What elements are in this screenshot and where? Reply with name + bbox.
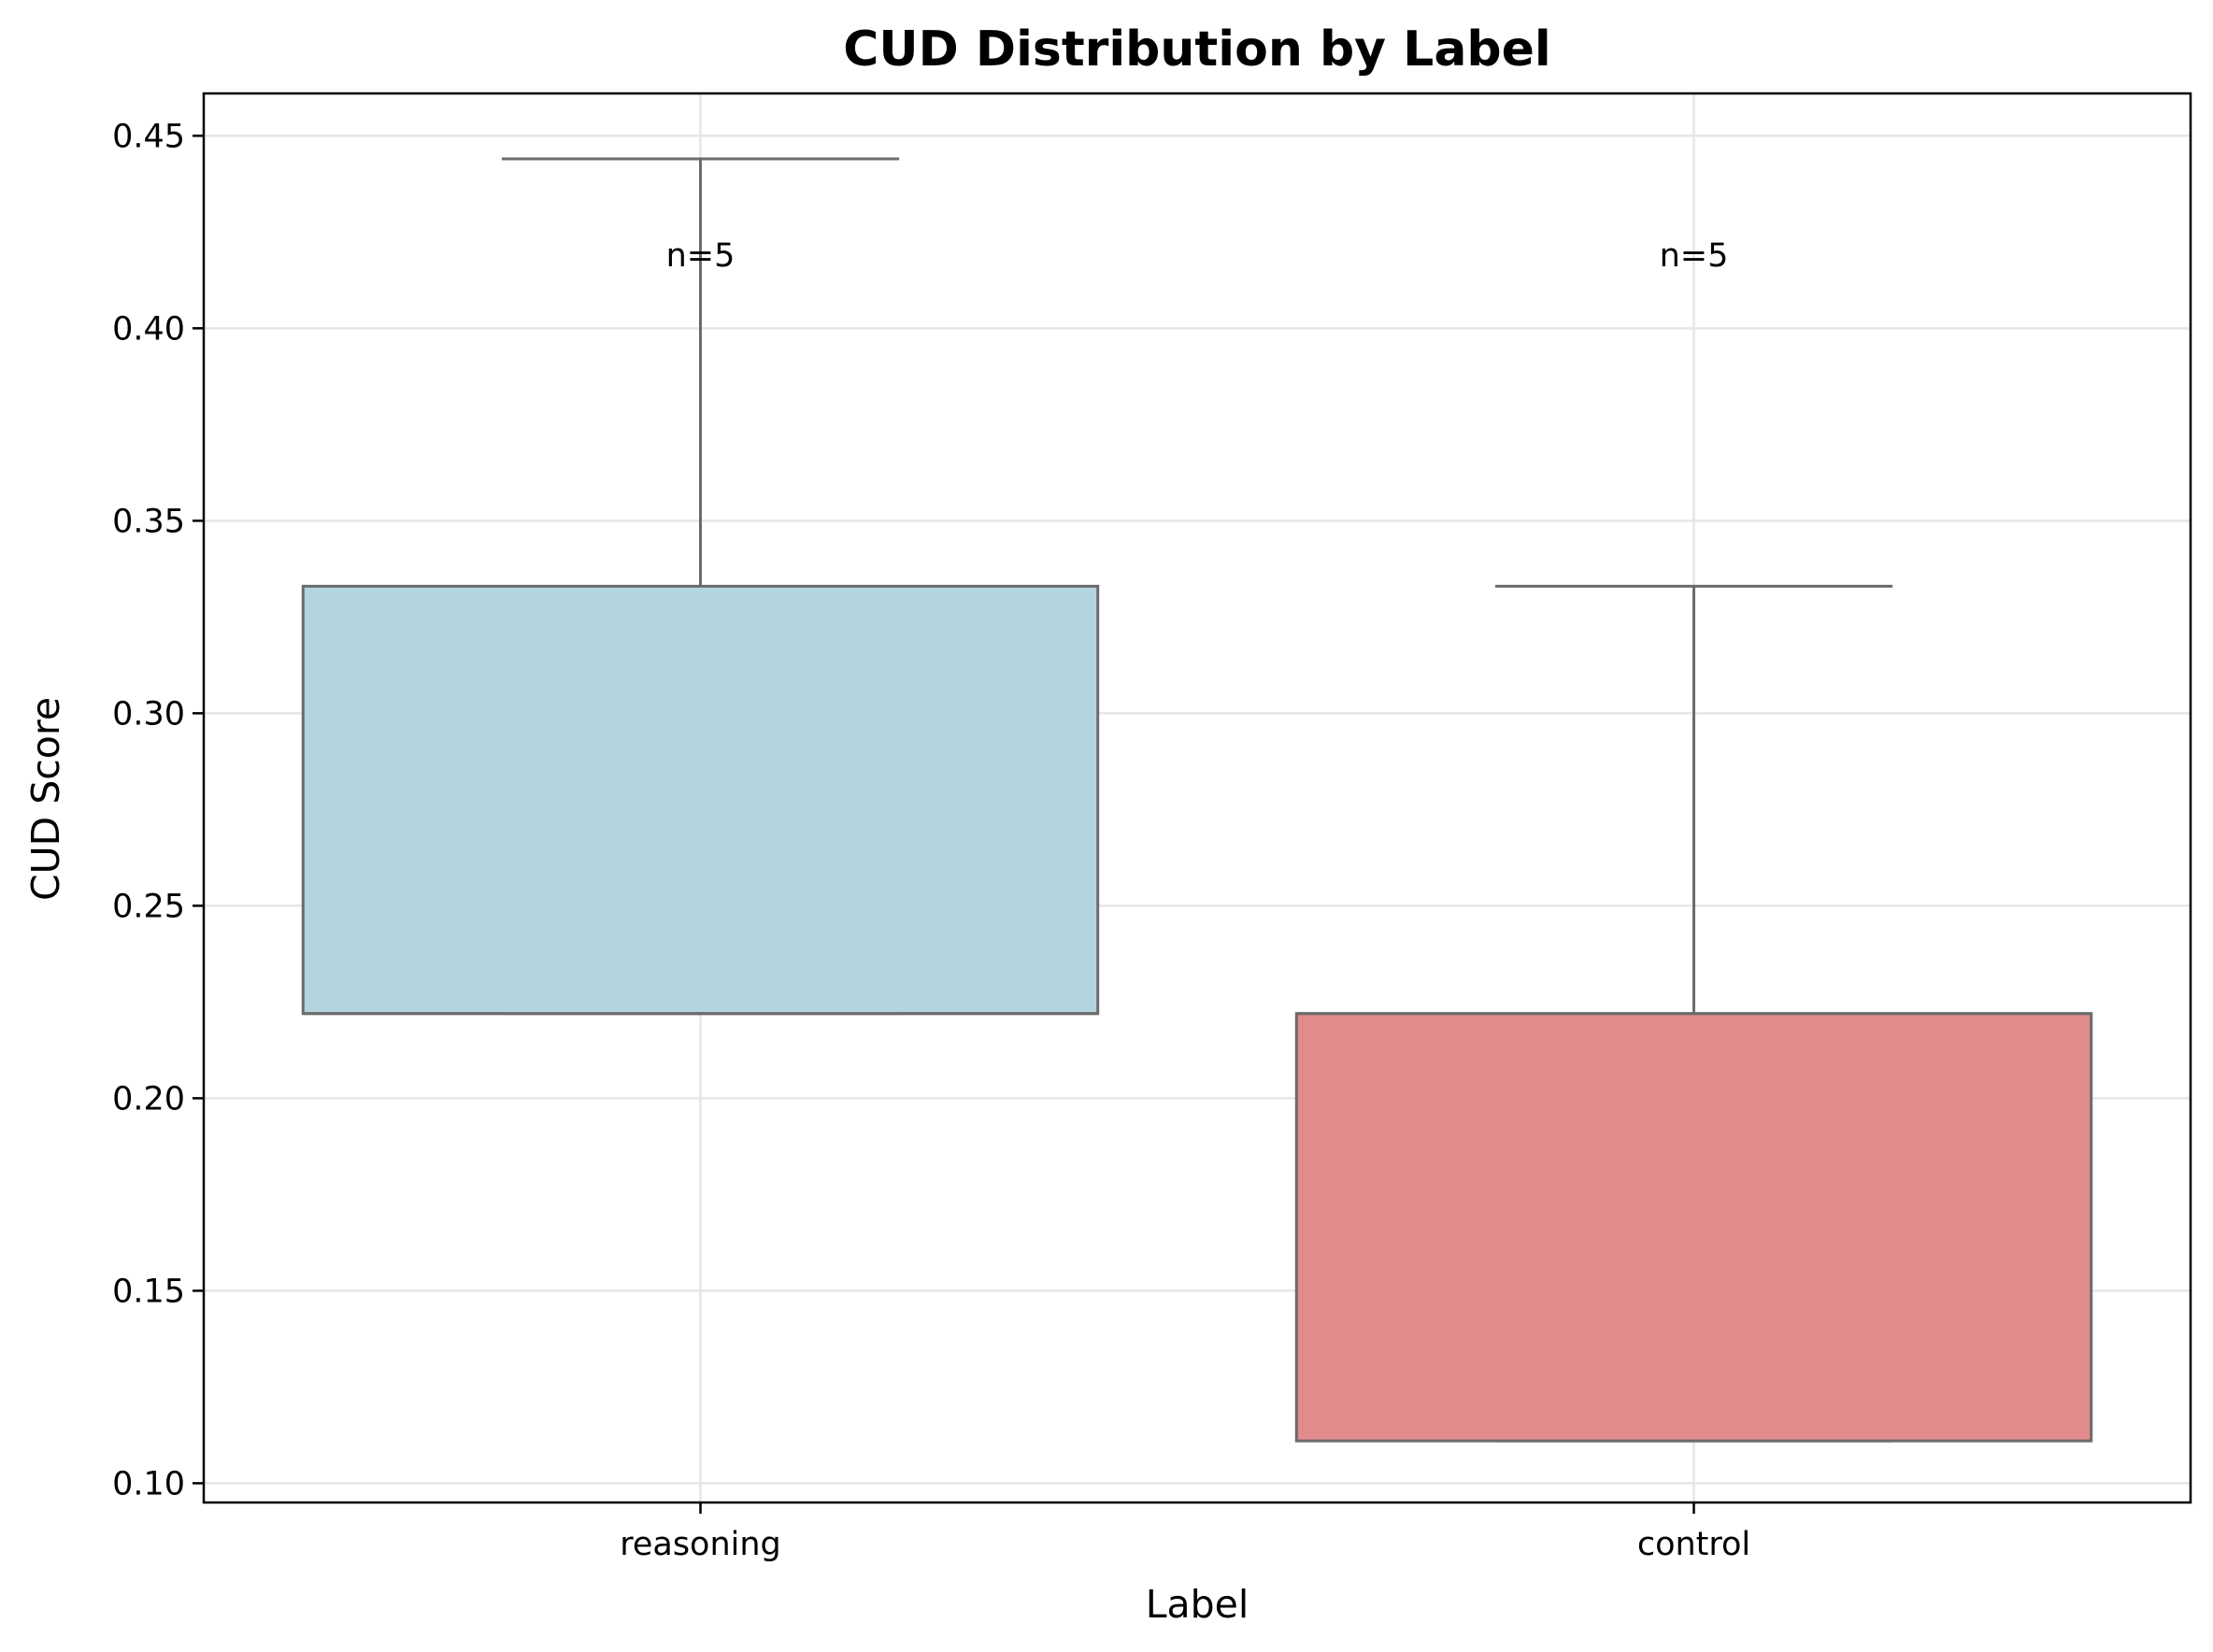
y-axis-label: CUD Score: [23, 697, 68, 901]
x-tick-label: reasoning: [620, 1526, 781, 1563]
chart-title: CUD Distribution by Label: [843, 21, 1550, 78]
axes: [193, 92, 2192, 1514]
y-tick-label: 0.35: [112, 503, 185, 540]
boxes: [301, 157, 2093, 1443]
box-control: [1294, 1012, 2093, 1443]
y-tick-label: 0.15: [112, 1273, 185, 1310]
y-tick-label: 0.30: [112, 695, 185, 733]
x-tick-label: control: [1637, 1526, 1750, 1563]
box-reasoning: [301, 584, 1100, 1016]
box-group-reasoning: [301, 157, 1100, 1016]
labels: n=5 n=5 0.10 0.15 0.20 0.25 0.30 0.35 0.40 0.45 re…: [112, 118, 1750, 1563]
sample-size-annotation: n=5: [1660, 237, 1729, 275]
y-tick-label: 0.10: [112, 1465, 185, 1502]
y-tick-label: 0.20: [112, 1080, 185, 1118]
x-axis-label: Label: [1146, 1582, 1249, 1627]
y-tick-label: 0.45: [112, 118, 185, 155]
y-tick-label: 0.25: [112, 888, 185, 925]
sample-size-annotation: n=5: [666, 237, 735, 275]
box-group-control: [1294, 584, 2093, 1443]
y-tick-label: 0.40: [112, 310, 185, 348]
plot-frame: [202, 92, 2192, 1504]
